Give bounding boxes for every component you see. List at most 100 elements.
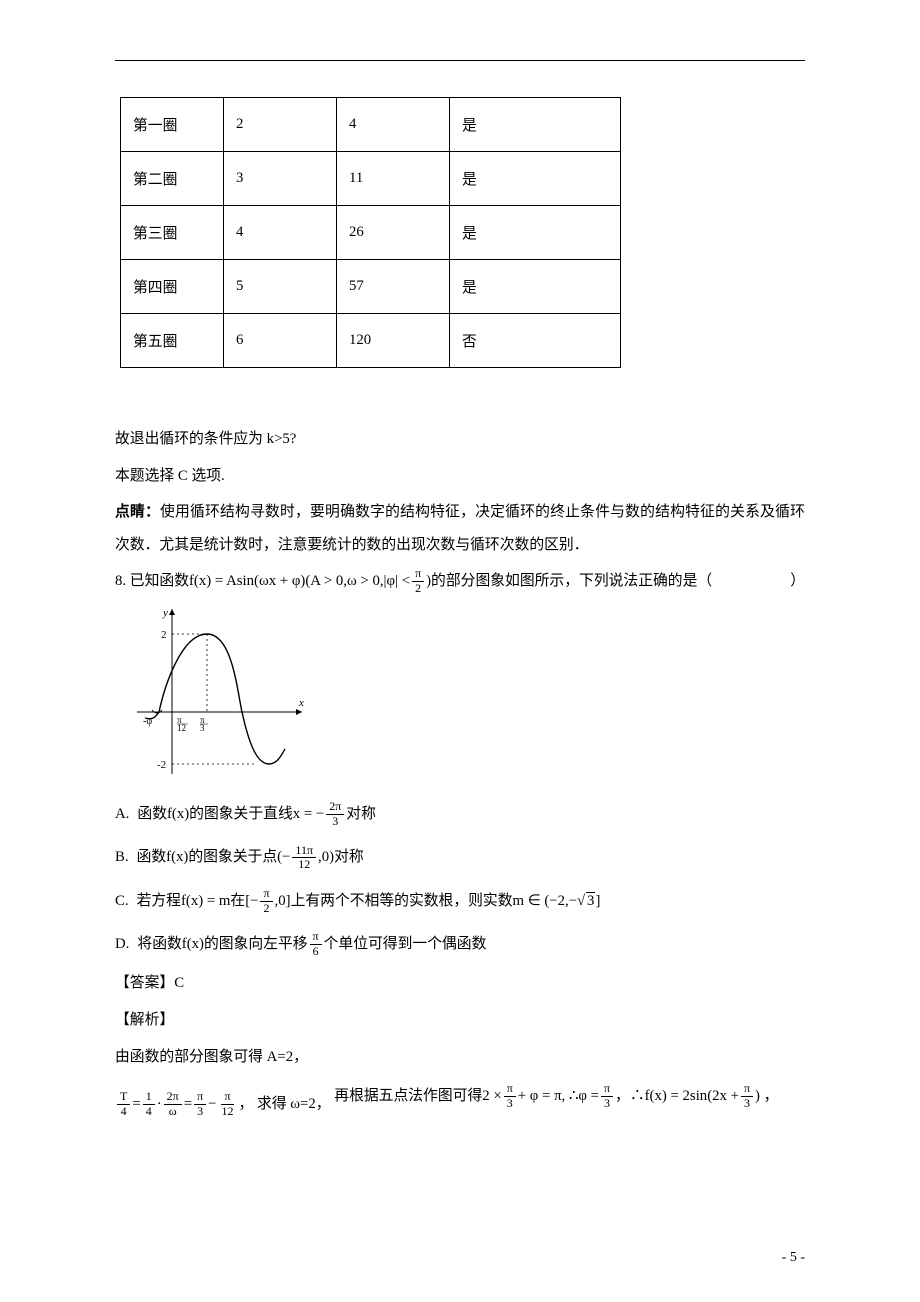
- cell: 否: [450, 314, 621, 368]
- page-number: - 5 -: [782, 1250, 805, 1266]
- option-label: C.: [115, 881, 129, 922]
- sqrt: 3: [577, 881, 595, 922]
- cell: 4: [224, 206, 337, 260]
- svg-text:-2: -2: [157, 759, 166, 771]
- fraction: π3: [194, 1090, 206, 1119]
- loop-table: 第一圈24是 第二圈311是 第三圈426是 第四圈557是 第五圈6120否: [120, 97, 621, 368]
- frac-n: 2π: [164, 1090, 182, 1105]
- text: ，∴f(x) = 2sin(2x +: [615, 1077, 739, 1115]
- cell: 4: [337, 98, 450, 152]
- opt-text: 个单位可得到一个偶函数: [324, 924, 487, 965]
- page: 第一圈24是 第二圈311是 第三圈426是 第四圈557是 第五圈6120否 …: [0, 0, 920, 1302]
- sqrt-r: 3: [586, 892, 595, 909]
- option-c: C. 若方程f(x) = m在[− π2 ,0]上有两个不相等的实数根，则实数m…: [115, 881, 805, 922]
- function-graph: y 2 -2 x π12 π3 -φ: [137, 604, 307, 776]
- q8-post: )的部分图象如图所示，下列说法正确的是（: [426, 565, 712, 598]
- cell: 5: [224, 260, 337, 314]
- dianjing: 点睛：使用循环结构寻数时，要明确数字的结构特征，决定循环的终止条件与数的结构特征…: [115, 496, 805, 561]
- opt-text: 函数f(x)的图象关于直线x = −: [137, 794, 324, 835]
- frac-d: 3: [741, 1097, 753, 1111]
- table-row: 第五圈6120否: [121, 314, 621, 368]
- frac-d: 3: [504, 1097, 516, 1111]
- solution-line: T4 = 14 · 2πω = π3 − π12 ， 求得 ω=2，: [115, 1085, 331, 1123]
- frac-d: 12: [295, 858, 313, 872]
- frac-d: 12: [218, 1105, 236, 1119]
- answer: 【答案】C: [115, 967, 805, 1000]
- frac-n: π: [412, 567, 424, 582]
- svg-text:2: 2: [161, 629, 167, 641]
- cell: 第三圈: [121, 206, 224, 260]
- fraction: π2: [412, 567, 424, 596]
- cell: 是: [450, 98, 621, 152]
- fraction: π12: [218, 1090, 236, 1119]
- analysis-label: 【解析】: [115, 1004, 805, 1037]
- frac-n: π: [310, 930, 322, 945]
- table-row: 第一圈24是: [121, 98, 621, 152]
- q8-pre: 8. 已知函数f(x) = Asin(ωx + φ)(A > 0,ω > 0,|…: [115, 565, 410, 598]
- cell: 第一圈: [121, 98, 224, 152]
- frac-n: 1: [143, 1090, 155, 1105]
- table-row: 第四圈557是: [121, 260, 621, 314]
- cell: 第五圈: [121, 314, 224, 368]
- cell: 57: [337, 260, 450, 314]
- eq: =: [132, 1085, 140, 1123]
- frac-n: π: [601, 1082, 613, 1097]
- frac-d: 6: [310, 945, 322, 959]
- table-row: 第二圈311是: [121, 152, 621, 206]
- solution-line: 由函数的部分图象可得 A=2，: [115, 1041, 805, 1074]
- option-label: D.: [115, 924, 129, 965]
- frac-n: π: [504, 1082, 516, 1097]
- minus: −: [208, 1085, 216, 1123]
- option-d: D. 将函数f(x)的图象向左平移 π6 个单位可得到一个偶函数: [115, 924, 805, 965]
- solution-line: 再根据五点法作图可得2 × π3 + φ = π, ∴φ = π3 ，∴f(x)…: [334, 1077, 778, 1115]
- svg-text:-φ: -φ: [143, 716, 152, 727]
- frac-n: π: [221, 1090, 233, 1105]
- fraction: 2π3: [326, 800, 344, 829]
- cell: 2: [224, 98, 337, 152]
- dianjing-body: 使用循环结构寻数时，要明确数字的结构特征，决定循环的终止条件与数的结构特征的关系…: [115, 504, 805, 553]
- dianjing-label: 点睛：: [115, 504, 160, 520]
- cell: 11: [337, 152, 450, 206]
- cell: 是: [450, 206, 621, 260]
- question-8: 8. 已知函数f(x) = Asin(ωx + φ)(A > 0,ω > 0,|…: [115, 565, 805, 598]
- option-a: A. 函数f(x)的图象关于直线x = − 2π3 对称: [115, 794, 805, 835]
- frac-n: 11π: [292, 844, 316, 859]
- opt-text: ,0]上有两个不相等的实数根，则实数m ∈ (−2,−: [275, 881, 578, 922]
- frac-n: π: [194, 1090, 206, 1105]
- opt-text: 对称: [346, 794, 376, 835]
- option-label: B.: [115, 837, 129, 878]
- frac-d: 4: [143, 1105, 155, 1119]
- frac-n: T: [117, 1090, 130, 1105]
- opt-text: 将函数f(x)的图象向左平移: [137, 924, 307, 965]
- fraction: π3: [601, 1082, 613, 1111]
- frac-n: π: [260, 887, 272, 902]
- fraction: T4: [117, 1090, 130, 1119]
- text: ， 求得 ω=2，: [238, 1085, 330, 1123]
- text: 故退出循环的条件应为 k>5?: [115, 423, 805, 456]
- cell: 120: [337, 314, 450, 368]
- fraction: π3: [741, 1082, 753, 1111]
- opt-text: 函数f(x)的图象关于点(−: [137, 837, 291, 878]
- dot: ·: [157, 1085, 162, 1123]
- fraction: π6: [310, 930, 322, 959]
- fraction: 2πω: [164, 1090, 182, 1119]
- cell: 第二圈: [121, 152, 224, 206]
- cell: 26: [337, 206, 450, 260]
- frac-n: 2π: [326, 800, 344, 815]
- frac-d: 3: [601, 1097, 613, 1111]
- option-b: B. 函数f(x)的图象关于点(− 11π12 ,0)对称: [115, 837, 805, 878]
- cell: 3: [224, 152, 337, 206]
- text: 再根据五点法作图可得2 ×: [334, 1077, 501, 1115]
- text: + φ = π, ∴φ =: [518, 1077, 599, 1115]
- text: ) ，: [755, 1077, 778, 1115]
- frac-d: 3: [329, 815, 341, 829]
- fraction: π3: [504, 1082, 516, 1111]
- frac-n: π: [741, 1082, 753, 1097]
- eq: =: [184, 1085, 192, 1123]
- option-label: A.: [115, 794, 129, 835]
- opt-text: 若方程f(x) = m在[−: [137, 881, 259, 922]
- cell: 6: [224, 314, 337, 368]
- fraction: 11π12: [292, 844, 316, 873]
- text: 本题选择 C 选项.: [115, 460, 805, 493]
- header-rule: [115, 60, 805, 61]
